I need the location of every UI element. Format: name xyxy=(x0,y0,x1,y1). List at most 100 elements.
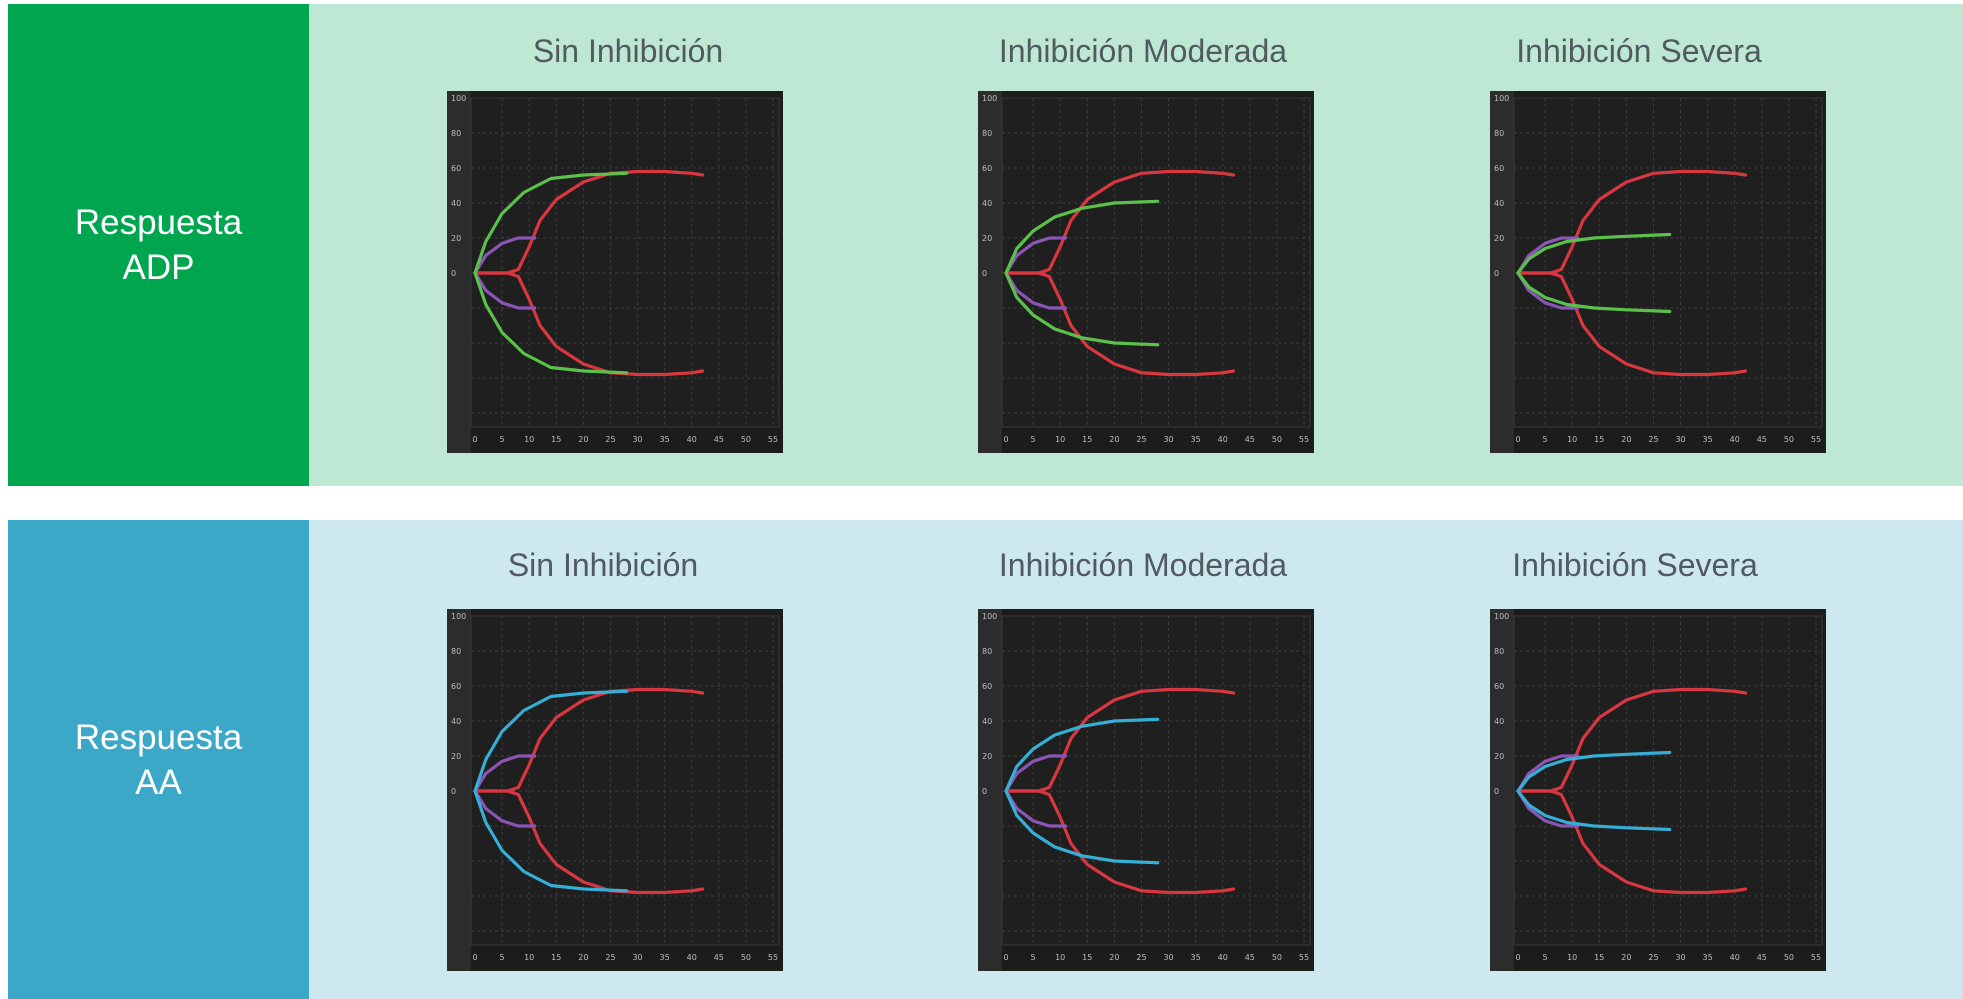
x-tick-label: 20 xyxy=(1109,435,1119,444)
x-tick-label: 40 xyxy=(1218,953,1228,962)
x-tick-label: 20 xyxy=(1621,953,1631,962)
y-tick-label: 60 xyxy=(1494,164,1504,173)
series-line-lower xyxy=(1004,789,1068,828)
plot-area xyxy=(470,97,780,428)
series-line-upper xyxy=(1516,169,1748,275)
chart-panel: 0 5 10 15 20 25 30 35 40 45 50 55 100 80 60 40 20 0 xyxy=(447,609,783,971)
x-tick-label: 0 xyxy=(472,435,477,444)
y-tick-label: 40 xyxy=(451,199,461,208)
y-axis-strip xyxy=(978,609,1002,971)
x-tick-label: 10 xyxy=(1567,953,1577,962)
panel-title: Inhibición Severa xyxy=(1516,33,1762,69)
x-tick-label: 55 xyxy=(1299,435,1309,444)
series-line-upper xyxy=(1004,754,1068,793)
panel-title: Sin Inhibición xyxy=(532,33,724,69)
y-tick-label: 80 xyxy=(451,129,461,138)
chart-svg: 0 5 10 15 20 25 30 35 40 45 50 55 100 80 60 40 20 0 xyxy=(447,91,780,453)
row-label-adp: Respuesta ADP xyxy=(8,4,309,486)
x-tick-label: 0 xyxy=(1515,953,1520,962)
plot-area xyxy=(470,615,780,946)
row-label-line2: ADP xyxy=(122,248,195,287)
x-tick-label: 30 xyxy=(632,953,642,962)
x-tick-label: 25 xyxy=(605,435,615,444)
x-tick-label: 35 xyxy=(660,435,670,444)
x-tick-label: 0 xyxy=(1515,435,1520,444)
series-line-lower xyxy=(1516,789,1748,895)
x-tick-label: 0 xyxy=(472,953,477,962)
series-line-lower xyxy=(1004,789,1236,895)
x-tick-label: 40 xyxy=(687,435,697,444)
x-tick-label: 25 xyxy=(1648,953,1658,962)
series-line-lower xyxy=(1004,789,1160,865)
y-tick-label: 40 xyxy=(982,199,992,208)
x-tick-label: 25 xyxy=(605,953,615,962)
y-tick-label: 20 xyxy=(1494,752,1504,761)
y-tick-label: 40 xyxy=(1494,717,1504,726)
series-line-upper xyxy=(1516,750,1672,793)
series-line-upper xyxy=(1004,717,1160,793)
y-tick-label: 100 xyxy=(451,94,466,103)
x-tick-label: 30 xyxy=(1675,953,1685,962)
x-tick-label: 15 xyxy=(551,953,561,962)
chart-panel: 0 5 10 15 20 25 30 35 40 45 50 55 100 80 60 40 20 0 xyxy=(978,91,1314,453)
y-tick-label: 60 xyxy=(982,164,992,173)
panel-title: Inhibición Moderada xyxy=(998,547,1288,583)
y-tick-label: 20 xyxy=(451,234,461,243)
plot-area xyxy=(1001,97,1311,428)
x-tick-label: 40 xyxy=(687,953,697,962)
chart-svg: 0 5 10 15 20 25 30 35 40 45 50 55 100 80 60 40 20 0 xyxy=(978,91,1311,453)
x-tick-label: 10 xyxy=(1055,953,1065,962)
x-tick-label: 35 xyxy=(1703,953,1713,962)
y-axis-strip xyxy=(447,609,471,971)
y-tick-label: 20 xyxy=(1494,234,1504,243)
x-tick-label: 15 xyxy=(1594,953,1604,962)
x-tick-label: 10 xyxy=(524,435,534,444)
chart-svg: 0 5 10 15 20 25 30 35 40 45 50 55 100 80 60 40 20 0 xyxy=(447,609,780,971)
x-tick-label: 35 xyxy=(1703,435,1713,444)
chart-panel: 0 5 10 15 20 25 30 35 40 45 50 55 100 80 60 40 20 0 xyxy=(978,609,1314,971)
y-tick-label: 0 xyxy=(1494,787,1499,796)
series-line-upper xyxy=(473,171,629,275)
x-tick-label: 20 xyxy=(1109,953,1119,962)
y-tick-label: 80 xyxy=(982,129,992,138)
chart-panel: 0 5 10 15 20 25 30 35 40 45 50 55 100 80 60 40 20 0 xyxy=(1490,609,1826,971)
x-tick-label: 5 xyxy=(1031,953,1036,962)
chart-panel: 0 5 10 15 20 25 30 35 40 45 50 55 100 80 60 40 20 0 xyxy=(1490,91,1826,453)
y-tick-label: 60 xyxy=(1494,682,1504,691)
series-line-lower xyxy=(1004,271,1160,347)
series-line-lower xyxy=(473,789,705,895)
series-line-upper xyxy=(473,689,629,793)
y-tick-label: 40 xyxy=(451,717,461,726)
x-tick-label: 20 xyxy=(1621,435,1631,444)
x-tick-label: 50 xyxy=(741,435,751,444)
x-tick-label: 45 xyxy=(1757,953,1767,962)
y-tick-label: 20 xyxy=(982,234,992,243)
panel-title: Inhibición Severa xyxy=(1512,547,1758,583)
y-tick-label: 60 xyxy=(451,682,461,691)
row-label-aa: Respuesta AA xyxy=(8,520,309,999)
x-tick-label: 45 xyxy=(714,435,724,444)
x-tick-label: 55 xyxy=(1811,953,1821,962)
row-label-line2: AA xyxy=(135,762,182,802)
plot-area xyxy=(1513,97,1823,428)
x-tick-label: 0 xyxy=(1003,953,1008,962)
panel-title: Sin Inhibición xyxy=(507,547,699,583)
series-line-lower xyxy=(1004,271,1068,310)
chart-svg: 0 5 10 15 20 25 30 35 40 45 50 55 100 80 60 40 20 0 xyxy=(1490,609,1823,971)
x-tick-label: 55 xyxy=(1299,953,1309,962)
row-label-line1: Respuesta xyxy=(74,717,243,757)
y-tick-label: 100 xyxy=(1494,612,1509,621)
series-line-upper xyxy=(1004,687,1236,793)
x-tick-label: 55 xyxy=(1811,435,1821,444)
y-tick-label: 80 xyxy=(982,647,992,656)
x-tick-label: 5 xyxy=(500,435,505,444)
y-tick-label: 60 xyxy=(982,682,992,691)
x-tick-label: 50 xyxy=(1272,435,1282,444)
x-tick-label: 20 xyxy=(578,953,588,962)
y-axis-strip xyxy=(1490,609,1514,971)
x-tick-label: 15 xyxy=(1082,953,1092,962)
plot-area xyxy=(1001,615,1311,946)
x-tick-label: 50 xyxy=(1272,953,1282,962)
row-adp: Respuesta ADP Sin Inhibición Inhibición … xyxy=(8,4,1963,486)
y-tick-label: 100 xyxy=(982,94,997,103)
